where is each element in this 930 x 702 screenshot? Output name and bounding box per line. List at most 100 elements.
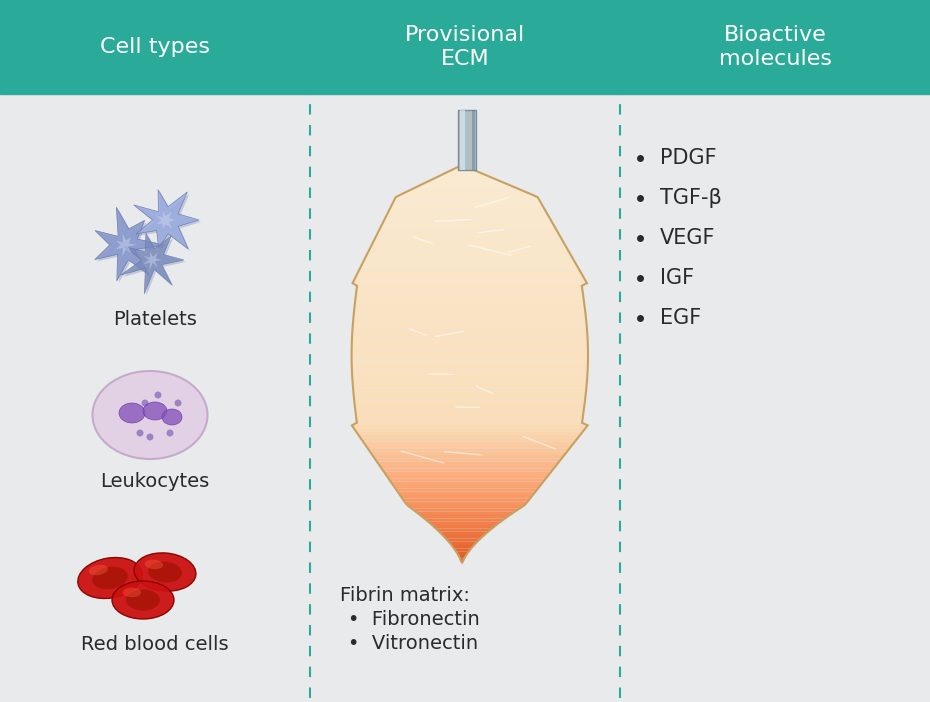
Circle shape <box>166 430 174 437</box>
Polygon shape <box>352 382 587 385</box>
Text: Platelets: Platelets <box>113 310 197 329</box>
Circle shape <box>141 399 149 406</box>
Polygon shape <box>353 388 586 392</box>
Polygon shape <box>352 358 588 362</box>
Polygon shape <box>383 218 551 222</box>
Polygon shape <box>353 395 586 398</box>
Text: Provisional
ECM: Provisional ECM <box>405 25 525 69</box>
Polygon shape <box>372 241 565 245</box>
Polygon shape <box>367 449 569 451</box>
Polygon shape <box>352 338 588 342</box>
Polygon shape <box>457 552 469 555</box>
Polygon shape <box>355 295 583 298</box>
Polygon shape <box>445 538 481 542</box>
Polygon shape <box>352 422 588 425</box>
Polygon shape <box>402 498 530 502</box>
Polygon shape <box>406 505 525 508</box>
Polygon shape <box>353 392 586 395</box>
Text: VEGF: VEGF <box>660 228 715 248</box>
Ellipse shape <box>123 588 141 597</box>
Polygon shape <box>381 468 554 472</box>
Polygon shape <box>95 207 165 281</box>
Text: Cell types: Cell types <box>100 37 210 57</box>
Polygon shape <box>400 495 533 498</box>
Polygon shape <box>461 562 463 565</box>
Polygon shape <box>354 398 585 402</box>
Circle shape <box>175 399 181 406</box>
Polygon shape <box>391 482 543 485</box>
Polygon shape <box>123 235 186 296</box>
Ellipse shape <box>119 403 145 423</box>
Polygon shape <box>356 432 583 435</box>
Polygon shape <box>393 485 540 489</box>
Ellipse shape <box>143 402 167 420</box>
Polygon shape <box>358 435 580 438</box>
Polygon shape <box>451 545 474 548</box>
Polygon shape <box>375 235 562 239</box>
Polygon shape <box>363 442 575 445</box>
Polygon shape <box>353 282 586 285</box>
Polygon shape <box>428 522 500 525</box>
Ellipse shape <box>88 565 108 575</box>
Polygon shape <box>352 355 588 358</box>
Polygon shape <box>354 308 585 312</box>
Polygon shape <box>364 258 575 262</box>
Polygon shape <box>356 289 582 291</box>
Polygon shape <box>398 491 536 495</box>
Polygon shape <box>414 185 517 188</box>
Polygon shape <box>420 182 510 185</box>
Polygon shape <box>428 178 501 182</box>
Polygon shape <box>357 285 582 289</box>
Polygon shape <box>352 385 587 388</box>
Polygon shape <box>365 445 572 449</box>
Polygon shape <box>380 225 555 228</box>
Polygon shape <box>352 342 588 345</box>
Circle shape <box>137 430 143 437</box>
Bar <box>0 0 310 94</box>
Polygon shape <box>379 465 556 468</box>
Polygon shape <box>353 318 586 322</box>
Polygon shape <box>368 249 569 251</box>
Polygon shape <box>352 365 588 369</box>
Polygon shape <box>354 302 584 305</box>
Polygon shape <box>420 515 510 518</box>
Polygon shape <box>377 462 559 465</box>
Polygon shape <box>354 402 585 405</box>
Polygon shape <box>411 508 520 512</box>
Polygon shape <box>381 222 553 225</box>
Ellipse shape <box>92 567 127 589</box>
Polygon shape <box>352 331 588 335</box>
Polygon shape <box>432 525 497 529</box>
Polygon shape <box>458 555 466 558</box>
Polygon shape <box>435 529 492 531</box>
Text: Bioactive
molecules: Bioactive molecules <box>719 25 831 69</box>
Bar <box>620 0 930 94</box>
Ellipse shape <box>144 559 163 569</box>
Polygon shape <box>356 291 583 295</box>
Polygon shape <box>355 409 584 411</box>
Polygon shape <box>389 208 546 212</box>
Polygon shape <box>352 371 588 375</box>
Polygon shape <box>355 275 584 278</box>
Text: Fibrin matrix:: Fibrin matrix: <box>340 586 470 605</box>
Polygon shape <box>356 272 582 275</box>
Polygon shape <box>352 369 588 371</box>
Ellipse shape <box>162 409 182 425</box>
Text: PDGF: PDGF <box>660 148 717 168</box>
Polygon shape <box>416 512 515 515</box>
Text: IGF: IGF <box>660 268 694 288</box>
Ellipse shape <box>112 581 174 619</box>
Polygon shape <box>352 322 587 325</box>
Polygon shape <box>354 428 585 432</box>
Polygon shape <box>365 255 573 258</box>
Polygon shape <box>352 329 587 331</box>
Polygon shape <box>386 475 549 478</box>
Polygon shape <box>454 548 472 552</box>
Bar <box>310 0 620 94</box>
Polygon shape <box>377 232 559 235</box>
Ellipse shape <box>134 553 196 591</box>
Polygon shape <box>443 535 485 538</box>
Polygon shape <box>370 451 567 455</box>
Polygon shape <box>354 305 585 308</box>
Text: Red blood cells: Red blood cells <box>81 635 229 654</box>
